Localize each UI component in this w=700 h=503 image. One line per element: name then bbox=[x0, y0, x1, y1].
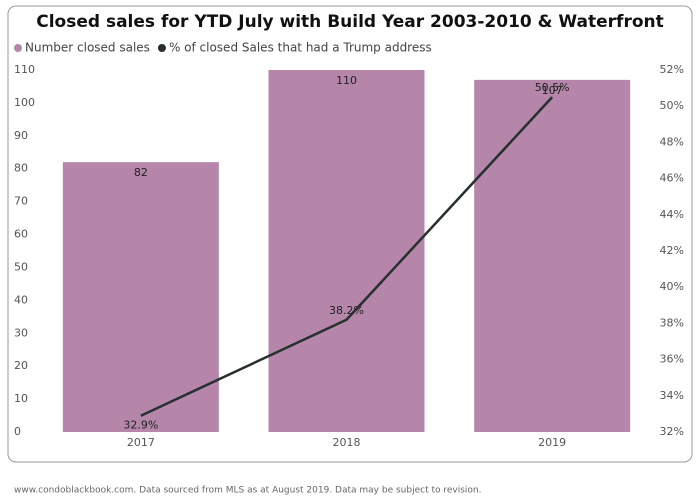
y2-tick-label: 36% bbox=[660, 353, 684, 366]
line bbox=[140, 96, 554, 417]
x-tick-label: 2017 bbox=[127, 436, 155, 449]
y2-tick-label: 52% bbox=[660, 63, 684, 76]
y-tick-label: 60 bbox=[14, 228, 28, 241]
x-tick-label: 2018 bbox=[333, 436, 361, 449]
x-tick-label: 2019 bbox=[538, 436, 566, 449]
y2-tick-label: 46% bbox=[660, 172, 684, 185]
line-value-label: 38.2% bbox=[329, 304, 364, 317]
y-tick-label: 20 bbox=[14, 359, 28, 372]
y-tick-label: 80 bbox=[14, 162, 28, 175]
y-tick-label: 10 bbox=[14, 392, 28, 405]
legend-marker bbox=[157, 44, 166, 52]
y2-tick-label: 48% bbox=[660, 135, 684, 148]
y2-tick-label: 42% bbox=[660, 244, 684, 257]
legend-label: Number closed sales bbox=[25, 41, 150, 55]
bar-value-label: 82 bbox=[134, 166, 148, 179]
y-tick-label: 100 bbox=[14, 96, 35, 109]
bar-value-label: 110 bbox=[336, 74, 357, 87]
line-value-label: 50.5% bbox=[535, 81, 570, 94]
y2-tick-label: 40% bbox=[660, 280, 684, 293]
bar bbox=[268, 70, 425, 432]
bar bbox=[474, 79, 631, 432]
y2-tick-label: 38% bbox=[660, 316, 684, 329]
legend-marker bbox=[14, 44, 22, 52]
bar-value-label: 107 bbox=[542, 84, 563, 97]
y-tick-label: 70 bbox=[14, 195, 28, 208]
bar bbox=[62, 162, 219, 433]
y-tick-label: 90 bbox=[14, 129, 28, 142]
y2-tick-label: 32% bbox=[660, 425, 684, 438]
y-tick-label: 50 bbox=[14, 260, 28, 273]
y-tick-label: 0 bbox=[14, 425, 21, 438]
y2-tick-label: 44% bbox=[660, 208, 684, 221]
y-tick-label: 110 bbox=[14, 63, 35, 76]
y2-tick-label: 50% bbox=[660, 99, 684, 112]
chart-title: Closed sales for YTD July with Build Yea… bbox=[36, 12, 664, 32]
y-tick-label: 40 bbox=[14, 293, 28, 306]
y2-tick-label: 34% bbox=[660, 389, 684, 402]
line-value-label: 32.9% bbox=[123, 419, 158, 432]
legend-label: % of closed Sales that had a Trump addre… bbox=[169, 41, 432, 55]
y-tick-label: 30 bbox=[14, 326, 28, 339]
footnote: www.condoblackbook.com. Data sourced fro… bbox=[14, 486, 481, 496]
